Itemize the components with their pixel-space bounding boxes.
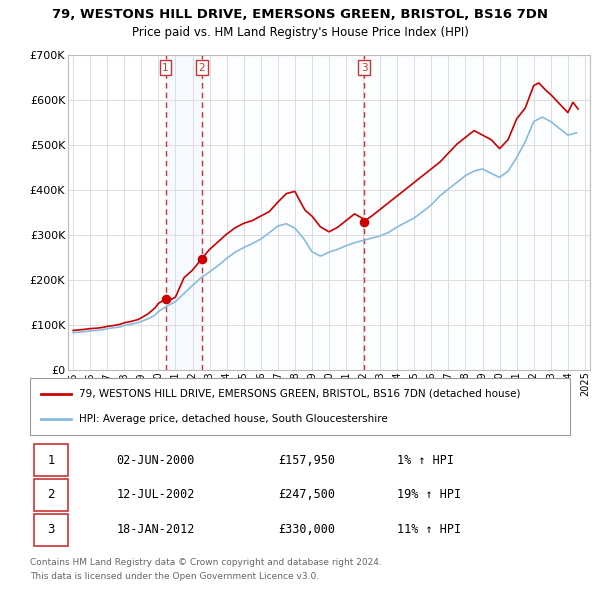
Text: 18-JAN-2012: 18-JAN-2012: [116, 523, 195, 536]
Text: 12-JUL-2002: 12-JUL-2002: [116, 489, 195, 502]
Bar: [202, 55, 590, 370]
FancyBboxPatch shape: [34, 444, 68, 476]
Text: £330,000: £330,000: [278, 523, 335, 536]
FancyBboxPatch shape: [34, 479, 68, 511]
Text: 1% ↑ HPI: 1% ↑ HPI: [397, 454, 454, 467]
Text: Price paid vs. HM Land Registry's House Price Index (HPI): Price paid vs. HM Land Registry's House …: [131, 26, 469, 39]
Text: 02-JUN-2000: 02-JUN-2000: [116, 454, 195, 467]
Text: 3: 3: [47, 523, 55, 536]
Text: 19% ↑ HPI: 19% ↑ HPI: [397, 489, 461, 502]
Text: £247,500: £247,500: [278, 489, 335, 502]
Point: [359, 217, 369, 226]
Text: £157,950: £157,950: [278, 454, 335, 467]
Text: 11% ↑ HPI: 11% ↑ HPI: [397, 523, 461, 536]
Text: 2: 2: [199, 63, 205, 73]
FancyBboxPatch shape: [34, 514, 68, 546]
Point: [197, 254, 206, 263]
Text: This data is licensed under the Open Government Licence v3.0.: This data is licensed under the Open Gov…: [30, 572, 319, 581]
Text: 3: 3: [361, 63, 367, 73]
Text: Contains HM Land Registry data © Crown copyright and database right 2024.: Contains HM Land Registry data © Crown c…: [30, 558, 382, 567]
Text: 1: 1: [47, 454, 55, 467]
Text: 2: 2: [47, 489, 55, 502]
Text: 1: 1: [162, 63, 169, 73]
Text: HPI: Average price, detached house, South Gloucestershire: HPI: Average price, detached house, Sout…: [79, 414, 388, 424]
Bar: [166, 55, 202, 370]
Text: 79, WESTONS HILL DRIVE, EMERSONS GREEN, BRISTOL, BS16 7DN (detached house): 79, WESTONS HILL DRIVE, EMERSONS GREEN, …: [79, 389, 520, 399]
Text: 79, WESTONS HILL DRIVE, EMERSONS GREEN, BRISTOL, BS16 7DN: 79, WESTONS HILL DRIVE, EMERSONS GREEN, …: [52, 8, 548, 21]
Point: [161, 294, 170, 304]
FancyBboxPatch shape: [30, 378, 570, 435]
